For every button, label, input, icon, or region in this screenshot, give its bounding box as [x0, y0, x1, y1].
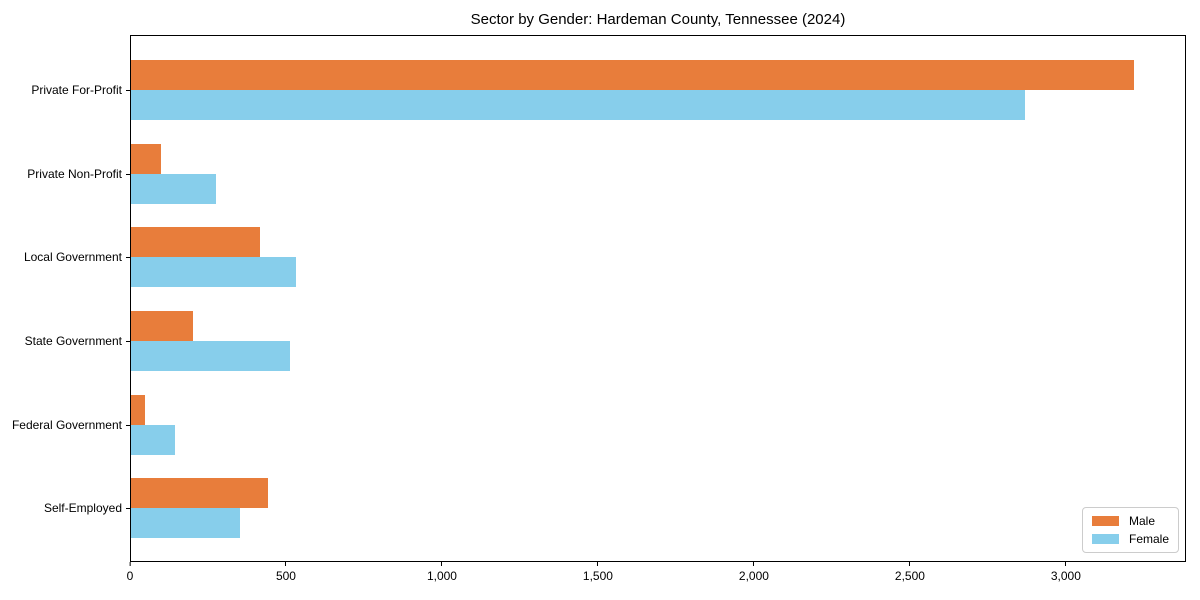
y-axis-label: Private For-Profit — [31, 82, 122, 97]
bars-container: Private For-Profit Private Non-Profit Loca… — [12, 36, 1185, 561]
x-axis-tick: 1,500 — [583, 562, 613, 583]
x-axis-tick-mark — [753, 562, 755, 566]
x-axis: 0 500 1,000 1,500 2,000 2,500 3,000 — [126, 562, 1186, 588]
bar-female — [131, 173, 216, 204]
plot-area: Private For-Profit Private Non-Profit Loca… — [12, 35, 1186, 562]
y-axis-tick-mark — [126, 89, 130, 91]
y-axis-label: Self-Employed — [43, 501, 122, 516]
y-axis-label: Private Non-Profit — [27, 166, 122, 181]
bar-male — [131, 143, 162, 174]
x-axis-tick: 1,000 — [427, 562, 457, 583]
x-axis-tick: 500 — [276, 562, 296, 583]
bar-group: Private Non-Profit — [27, 132, 1185, 216]
bar-male — [131, 227, 261, 258]
x-axis-tick-mark — [909, 562, 911, 566]
x-axis-tick-mark — [129, 562, 131, 566]
bar-pair — [131, 310, 1185, 371]
x-axis-tick-label: 1,000 — [426, 569, 457, 583]
chart-title: Sector by Gender: Hardeman County, Tenne… — [470, 11, 846, 28]
y-axis-label: Local Government — [23, 250, 122, 265]
x-axis-tick-label: 1,500 — [582, 569, 613, 583]
y-axis-tick-mark — [126, 424, 130, 426]
legend-item-male: Male — [1091, 514, 1169, 528]
female-color-swatch — [1091, 534, 1119, 544]
bar-group: Self-Employed — [44, 466, 1185, 550]
bar-pair — [131, 59, 1185, 120]
x-axis-tick-label: 2,000 — [738, 569, 769, 583]
bar-group: State Government — [25, 299, 1185, 383]
bar-female — [131, 424, 175, 455]
x-axis-tick: 0 — [126, 562, 134, 583]
bar-female — [131, 508, 240, 539]
bar-pair — [131, 143, 1185, 204]
x-axis-tick-mark — [441, 562, 443, 566]
x-axis-tick-label: 2,500 — [894, 569, 925, 583]
legend-label-male: Male — [1128, 514, 1155, 528]
bar-pair — [131, 227, 1185, 288]
y-axis-label: Federal Government — [11, 417, 122, 432]
y-axis-tick-mark — [126, 508, 130, 510]
x-axis-tick-label: 500 — [275, 569, 296, 583]
y-axis-label: State Government — [24, 333, 122, 348]
x-axis-tick-mark — [1065, 562, 1067, 566]
bar-pair — [131, 394, 1185, 455]
legend-item-female: Female — [1091, 532, 1169, 546]
x-axis-tick: 3,000 — [1051, 562, 1081, 583]
x-axis-tick: 2,500 — [895, 562, 925, 583]
bar-male — [131, 59, 1134, 90]
x-axis-tick: 2,000 — [739, 562, 769, 583]
y-axis-tick-mark — [126, 340, 130, 342]
bar-female — [131, 257, 297, 288]
legend-label-female: Female — [1128, 532, 1169, 546]
x-axis-tick-label: 0 — [126, 569, 134, 583]
male-color-swatch — [1091, 516, 1119, 526]
bar-male — [131, 310, 194, 341]
legend: Male Female — [1081, 507, 1179, 553]
x-axis-tick-mark — [597, 562, 599, 566]
bar-group: Federal Government — [12, 383, 1185, 467]
bar-group: Local Government — [24, 215, 1185, 299]
y-axis-tick-mark — [126, 173, 130, 175]
x-axis-tick-mark — [285, 562, 287, 566]
bar-female — [131, 340, 291, 371]
y-axis-tick-mark — [126, 257, 130, 259]
bar-male — [131, 394, 146, 425]
bar-group: Private For-Profit — [31, 48, 1185, 132]
bar-male — [131, 478, 268, 509]
x-axis-tick-label: 3,000 — [1050, 569, 1081, 583]
bar-pair — [131, 478, 1185, 539]
bar-female — [131, 89, 1026, 120]
